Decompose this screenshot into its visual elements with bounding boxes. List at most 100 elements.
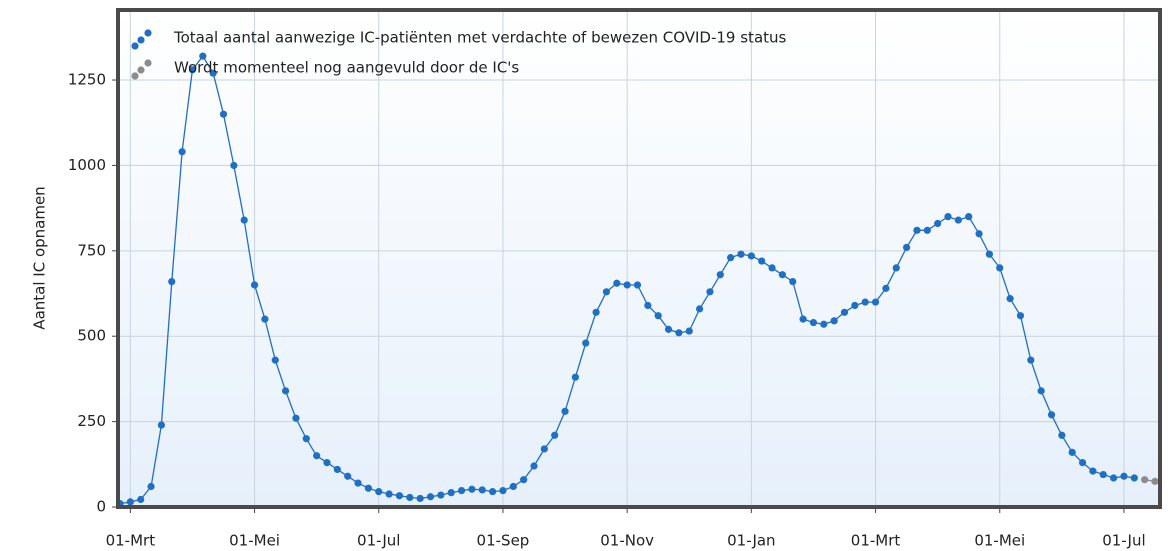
data-point — [282, 387, 290, 395]
data-point — [292, 414, 300, 422]
legend-icon — [131, 72, 139, 80]
legend-icon — [137, 66, 145, 74]
y-tick-label: 250 — [77, 412, 106, 430]
legend-label: Totaal aantal aanwezige IC-patiënten met… — [173, 29, 787, 47]
y-tick-label: 750 — [77, 241, 106, 259]
data-point — [1120, 472, 1128, 480]
data-point — [323, 458, 331, 467]
data-point — [571, 373, 580, 381]
data-point — [1089, 467, 1097, 475]
data-point — [375, 488, 383, 496]
data-point — [675, 329, 683, 337]
legend-icon — [144, 29, 152, 37]
data-point — [954, 216, 962, 224]
data-point — [561, 407, 569, 415]
data-point — [188, 66, 197, 74]
data-point — [1016, 312, 1025, 320]
data-point — [913, 226, 921, 234]
data-point — [685, 327, 693, 335]
data-point — [789, 277, 797, 286]
data-point — [758, 257, 766, 265]
x-tick-label: 01-Jul — [1102, 532, 1145, 550]
data-point — [199, 52, 207, 60]
data-point — [447, 489, 455, 497]
data-point — [313, 452, 321, 460]
data-point — [147, 482, 155, 491]
data-point — [385, 490, 393, 498]
data-point — [623, 281, 631, 289]
data-point — [768, 264, 776, 272]
data-point — [799, 315, 807, 323]
data-point — [644, 301, 652, 310]
data-point — [1006, 295, 1014, 303]
y-tick-label: 0 — [96, 498, 106, 516]
data-point — [219, 110, 228, 118]
data-point — [230, 161, 238, 170]
data-point — [240, 216, 248, 224]
data-point — [871, 298, 880, 306]
data-point — [271, 356, 279, 364]
data-point — [851, 301, 859, 310]
data-point — [809, 318, 818, 327]
data-point — [250, 281, 259, 289]
data-point — [1141, 476, 1149, 484]
data-point — [975, 230, 983, 238]
x-tick-label: 01-Sep — [477, 532, 530, 550]
data-point — [1078, 458, 1087, 467]
legend-icon — [144, 59, 152, 67]
data-point — [1058, 431, 1066, 439]
data-point — [178, 148, 186, 156]
x-tick-label: 01-Mei — [229, 532, 280, 550]
legend-icon — [137, 36, 145, 44]
data-point — [861, 298, 869, 306]
data-point — [654, 312, 662, 320]
data-point — [633, 281, 642, 289]
data-point — [892, 264, 900, 272]
data-point — [406, 493, 414, 502]
x-tick-label: 01-Nov — [600, 532, 654, 550]
plot-area — [118, 10, 1160, 507]
data-point — [168, 277, 176, 286]
data-point — [664, 325, 673, 333]
data-point — [1110, 474, 1118, 482]
data-point — [530, 462, 538, 470]
data-point — [540, 445, 548, 453]
y-tick-label: 1250 — [68, 71, 106, 89]
data-point — [509, 482, 517, 491]
data-point — [582, 339, 590, 347]
data-point — [344, 472, 352, 480]
x-tick-label: 01-Jan — [727, 532, 775, 550]
data-point — [157, 421, 165, 429]
y-tick-label: 1000 — [68, 156, 106, 174]
data-point — [1130, 474, 1138, 482]
data-point — [395, 492, 404, 500]
y-axis-label: Aantal IC opnamen — [31, 186, 49, 329]
data-point — [830, 317, 838, 325]
x-tick-label: 01-Jul — [357, 532, 400, 550]
x-tick-label: 01-Mei — [974, 532, 1025, 550]
data-point — [778, 271, 787, 279]
data-point — [696, 305, 704, 313]
data-point — [551, 431, 559, 439]
data-point — [727, 254, 735, 262]
legend-icon — [131, 42, 139, 50]
data-point — [437, 491, 445, 499]
data-point — [126, 498, 134, 506]
data-point — [820, 320, 828, 328]
data-point — [354, 479, 362, 487]
data-point — [903, 243, 911, 251]
data-point — [996, 264, 1004, 272]
data-point — [1047, 411, 1056, 419]
x-tick-label: 01-Mrt — [106, 532, 156, 550]
data-point — [1027, 356, 1035, 364]
data-point — [137, 495, 145, 504]
data-point — [468, 485, 476, 493]
data-point — [592, 308, 600, 316]
x-tick-label: 01-Mrt — [851, 532, 901, 550]
data-point — [302, 435, 310, 443]
data-point — [716, 271, 724, 279]
data-point — [840, 308, 849, 316]
data-point — [965, 213, 973, 221]
data-point — [613, 279, 621, 287]
